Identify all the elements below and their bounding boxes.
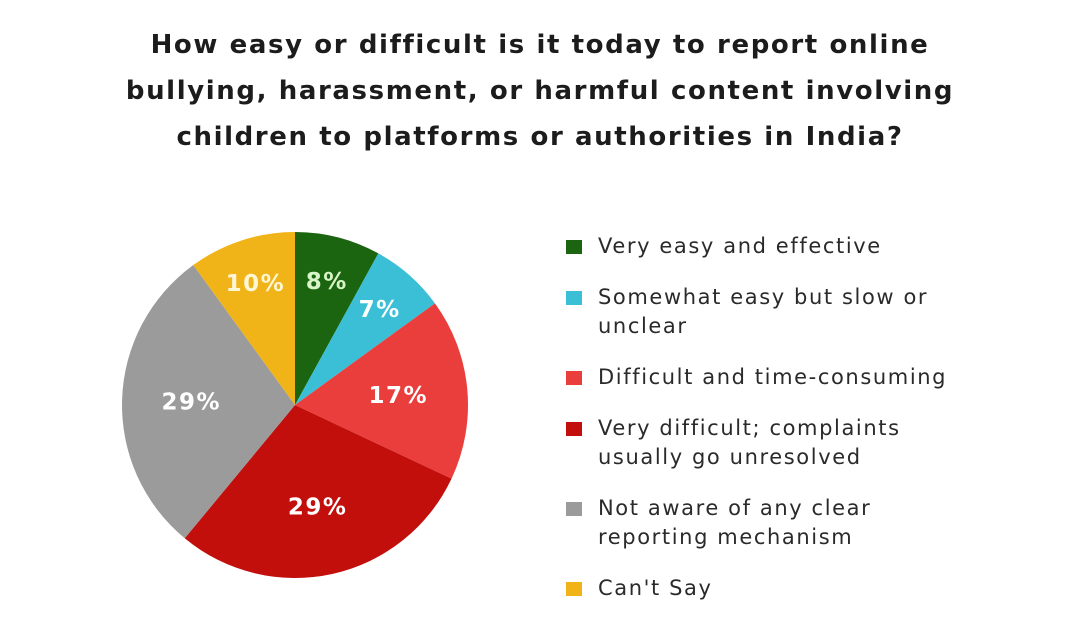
pie-label-not-aware: 29% xyxy=(161,390,221,416)
legend-swatch xyxy=(566,291,582,305)
pie-slice-somewhat-easy xyxy=(295,253,435,405)
chart-title-line-3: children to platforms or authorities in … xyxy=(176,122,904,152)
pie-chart: 8% 7% 17% 29% 29% 10% xyxy=(121,232,468,578)
chart-title: How easy or difficult is it today to rep… xyxy=(0,22,1080,160)
chart-legend: Very easy and effective Somewhat easy bu… xyxy=(560,232,1060,625)
pie-slice-difficult xyxy=(295,303,468,479)
legend-item-not-aware: Not aware of any clear reporting mechani… xyxy=(560,494,1060,552)
chart-title-line-1: How easy or difficult is it today to rep… xyxy=(150,30,930,60)
pie-slice-very-easy xyxy=(295,232,379,405)
legend-item-very-easy: Very easy and effective xyxy=(560,232,1060,261)
legend-swatch xyxy=(566,582,582,596)
legend-item-very-difficult: Very difficult; complaints usually go un… xyxy=(560,414,1060,472)
pie-label-very-easy: 8% xyxy=(306,269,348,295)
chart-title-line-2: bullying, harassment, or harmful content… xyxy=(125,76,955,106)
pie-label-very-difficult: 29% xyxy=(288,494,348,520)
pie-label-cant-say: 10% xyxy=(226,271,286,297)
legend-swatch xyxy=(566,240,582,254)
legend-item-cant-say: Can't Say xyxy=(560,574,1060,603)
legend-swatch xyxy=(566,422,582,436)
legend-item-difficult: Difficult and time-consuming xyxy=(560,363,1060,392)
legend-item-somewhat-easy: Somewhat easy but slow or unclear xyxy=(560,283,1060,341)
pie-label-somewhat-easy: 7% xyxy=(359,297,401,323)
pie-slice-cant-say xyxy=(193,232,295,405)
pie-slice-not-aware xyxy=(121,265,295,539)
legend-swatch xyxy=(566,371,582,385)
legend-swatch xyxy=(566,502,582,516)
pie-label-difficult: 17% xyxy=(369,383,429,409)
pie-slice-very-difficult xyxy=(184,405,452,578)
